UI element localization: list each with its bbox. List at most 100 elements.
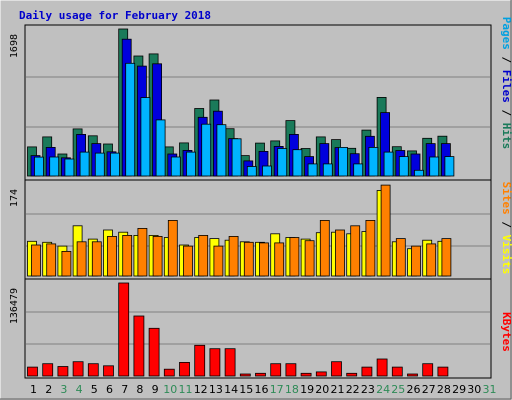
bar-kbytes-day-26 (407, 373, 418, 377)
bar-kbytes-day-22 (346, 372, 358, 377)
day-label-10: 10 (163, 383, 177, 396)
day-label-30: 30 (467, 383, 481, 396)
bar-kbytes-day-5 (87, 363, 99, 377)
bar-pages-day-7 (125, 62, 136, 177)
bar-pages-day-18 (292, 149, 303, 177)
day-label-9: 9 (152, 383, 159, 396)
bar-sites-day-12 (198, 234, 209, 277)
bar-pages-day-23 (368, 146, 379, 177)
bar-pages-day-19 (307, 163, 318, 177)
day-label-15: 15 (239, 383, 253, 396)
day-label-14: 14 (224, 383, 238, 396)
day-label-28: 28 (437, 383, 451, 396)
bar-kbytes-day-16 (255, 372, 266, 377)
day-label-16: 16 (255, 383, 269, 396)
bar-pages-day-16 (262, 165, 272, 177)
bar-pages-day-8 (140, 97, 151, 177)
bar-pages-day-25 (398, 156, 409, 177)
day-label-11: 11 (179, 383, 193, 396)
bar-sites-day-2 (46, 243, 57, 277)
bar-pages-day-3 (64, 158, 75, 177)
bar-pages-day-17 (277, 148, 288, 177)
bar-pages-day-13 (216, 124, 227, 177)
ymax-label-hits-files-pages: 1698 (9, 34, 20, 58)
bar-sites-day-26 (411, 245, 421, 277)
bar-sites-day-1 (31, 244, 41, 277)
day-label-25: 25 (391, 383, 405, 396)
bar-pages-day-4 (79, 151, 90, 177)
side-label-segment: Visits (500, 235, 512, 275)
bar-sites-day-8 (137, 227, 148, 277)
bar-kbytes-day-28 (437, 366, 449, 377)
day-label-23: 23 (361, 383, 375, 396)
bar-kbytes-day-1 (27, 366, 38, 377)
bar-sites-day-13 (213, 245, 224, 277)
bar-sites-day-22 (350, 225, 361, 277)
bar-pages-day-12 (201, 123, 212, 177)
bar-sites-day-24 (380, 184, 391, 277)
bar-kbytes-day-13 (209, 348, 221, 377)
bar-kbytes-day-27 (422, 363, 434, 377)
day-label-22: 22 (346, 383, 360, 396)
day-label-3: 3 (60, 383, 67, 396)
bar-kbytes-day-3 (57, 366, 69, 377)
day-label-18: 18 (285, 383, 299, 396)
bar-kbytes-day-24 (376, 358, 388, 377)
bar-kbytes-day-17 (270, 363, 282, 377)
bar-sites-day-3 (61, 250, 72, 277)
day-label-26: 26 (407, 383, 421, 396)
bar-pages-day-21 (338, 146, 348, 177)
bar-kbytes-day-8 (133, 315, 145, 377)
side-label-hits-files-pages: Pages / Files / Hits (500, 17, 512, 150)
side-label-segment: / (500, 50, 512, 70)
bar-pages-day-20 (322, 163, 333, 177)
day-label-12: 12 (194, 383, 208, 396)
side-label-segment: Sites (500, 182, 512, 215)
bar-sites-day-17 (274, 242, 285, 277)
bar-pages-day-26 (414, 169, 424, 177)
side-label-segment: Hits (500, 123, 512, 150)
panel-kbytes (24, 278, 492, 379)
bar-sites-day-4 (76, 241, 87, 277)
bar-pages-day-10 (170, 156, 181, 177)
day-label-31: 31 (483, 383, 497, 396)
bar-sites-day-21 (335, 229, 345, 277)
day-label-20: 20 (315, 383, 329, 396)
bar-sites-day-25 (395, 238, 406, 277)
bar-kbytes-day-4 (72, 361, 84, 377)
bar-kbytes-day-2 (42, 363, 54, 377)
side-label-segment: / (500, 215, 512, 235)
chart-title: Daily usage for February 2018 (19, 9, 211, 22)
day-label-7: 7 (121, 383, 128, 396)
bar-sites-day-20 (319, 219, 330, 277)
bar-pages-day-28 (444, 156, 455, 177)
day-label-2: 2 (45, 383, 52, 396)
bar-sites-day-14 (228, 235, 239, 277)
side-label-visits-sites: Sites / Visits (500, 182, 512, 275)
day-label-8: 8 (136, 383, 143, 396)
bar-sites-day-11 (183, 245, 193, 277)
side-label-segment: KBytes (500, 312, 512, 352)
day-label-1: 1 (30, 383, 37, 396)
bar-kbytes-day-15 (239, 373, 251, 377)
bar-kbytes-day-11 (179, 361, 190, 377)
bar-pages-day-14 (231, 138, 242, 177)
bar-kbytes-day-14 (224, 348, 236, 377)
bar-kbytes-day-10 (163, 368, 175, 377)
bar-pages-day-9 (155, 119, 166, 177)
bar-sites-day-10 (167, 219, 178, 277)
bar-sites-day-19 (304, 240, 315, 277)
bar-kbytes-day-23 (361, 366, 373, 377)
bar-kbytes-day-20 (315, 371, 327, 377)
bar-pages-day-2 (49, 156, 60, 177)
bar-kbytes-day-7 (118, 282, 130, 377)
day-label-29: 29 (452, 383, 466, 396)
day-label-21: 21 (331, 383, 345, 396)
bar-kbytes-day-12 (194, 344, 206, 377)
bar-sites-day-15 (243, 241, 254, 277)
bar-sites-day-5 (91, 241, 102, 277)
ymax-label-visits-sites: 174 (9, 189, 20, 207)
day-label-13: 13 (209, 383, 223, 396)
day-label-19: 19 (300, 383, 314, 396)
